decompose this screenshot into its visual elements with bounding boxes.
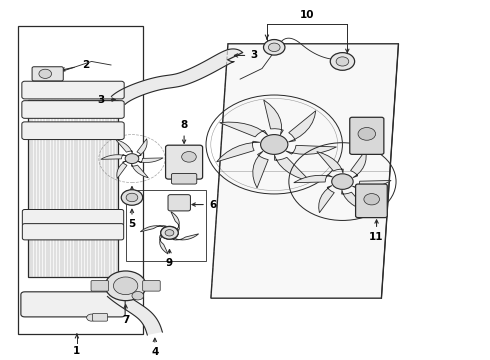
Polygon shape	[342, 190, 368, 212]
Circle shape	[336, 57, 349, 66]
Text: 11: 11	[369, 232, 384, 242]
Circle shape	[126, 193, 138, 202]
FancyBboxPatch shape	[350, 117, 384, 154]
FancyBboxPatch shape	[166, 145, 202, 179]
Circle shape	[165, 230, 174, 236]
Text: 7: 7	[122, 315, 129, 325]
Circle shape	[161, 226, 178, 239]
Bar	[28, 100, 118, 277]
FancyBboxPatch shape	[23, 210, 123, 226]
Polygon shape	[140, 226, 167, 232]
Polygon shape	[107, 289, 162, 335]
Circle shape	[364, 194, 379, 205]
Polygon shape	[352, 180, 391, 188]
FancyBboxPatch shape	[143, 280, 160, 291]
Circle shape	[182, 152, 196, 162]
Text: 3: 3	[250, 50, 257, 60]
Text: 4: 4	[151, 347, 159, 357]
Bar	[19, 26, 143, 333]
Text: 3: 3	[98, 95, 105, 105]
Text: 10: 10	[300, 10, 315, 20]
Polygon shape	[160, 235, 168, 254]
Polygon shape	[116, 139, 132, 154]
Polygon shape	[111, 49, 243, 104]
FancyBboxPatch shape	[356, 184, 387, 218]
Circle shape	[330, 53, 355, 70]
Circle shape	[269, 43, 280, 51]
Polygon shape	[131, 163, 148, 178]
Text: 1: 1	[74, 346, 80, 356]
Polygon shape	[117, 161, 127, 179]
Polygon shape	[211, 44, 398, 298]
Polygon shape	[171, 212, 179, 230]
Circle shape	[121, 190, 143, 205]
Polygon shape	[220, 122, 268, 137]
FancyBboxPatch shape	[32, 67, 63, 81]
Circle shape	[125, 154, 139, 163]
Polygon shape	[264, 100, 283, 135]
Text: 5: 5	[128, 219, 136, 229]
Polygon shape	[274, 155, 310, 181]
Circle shape	[264, 40, 285, 55]
Circle shape	[39, 69, 51, 78]
Circle shape	[87, 314, 97, 321]
FancyBboxPatch shape	[23, 224, 123, 240]
FancyBboxPatch shape	[172, 174, 197, 184]
Text: 6: 6	[209, 199, 217, 210]
Circle shape	[105, 271, 146, 301]
Circle shape	[132, 292, 144, 300]
Polygon shape	[172, 234, 198, 240]
Circle shape	[358, 127, 375, 140]
Polygon shape	[253, 151, 268, 188]
Bar	[125, 190, 206, 261]
FancyBboxPatch shape	[22, 122, 124, 140]
FancyBboxPatch shape	[93, 313, 108, 321]
FancyBboxPatch shape	[22, 101, 124, 118]
Text: 2: 2	[82, 60, 89, 70]
Polygon shape	[317, 152, 343, 173]
Polygon shape	[318, 185, 334, 213]
Polygon shape	[351, 150, 366, 178]
Polygon shape	[101, 154, 126, 159]
FancyBboxPatch shape	[22, 81, 124, 99]
Polygon shape	[289, 111, 316, 142]
Polygon shape	[137, 139, 147, 156]
Text: 8: 8	[180, 120, 188, 130]
Polygon shape	[286, 145, 337, 154]
FancyBboxPatch shape	[91, 280, 109, 291]
Circle shape	[114, 277, 138, 294]
Circle shape	[332, 174, 353, 189]
Text: 9: 9	[166, 258, 173, 268]
Polygon shape	[294, 175, 333, 183]
FancyBboxPatch shape	[168, 195, 191, 211]
Circle shape	[161, 226, 178, 239]
Polygon shape	[138, 158, 163, 163]
Circle shape	[261, 135, 288, 154]
FancyBboxPatch shape	[21, 292, 125, 317]
Polygon shape	[217, 141, 260, 162]
